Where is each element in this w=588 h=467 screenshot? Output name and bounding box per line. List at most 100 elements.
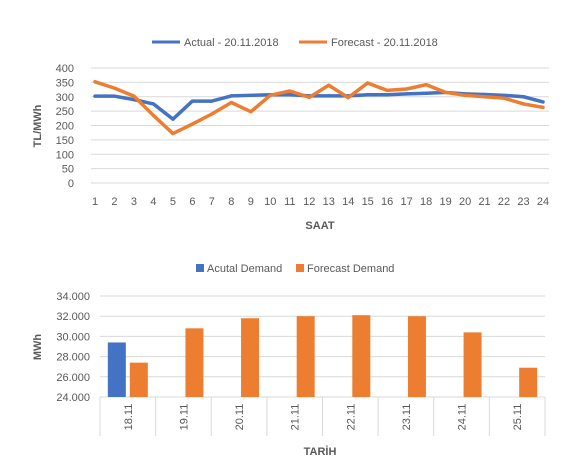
bar [185, 328, 204, 397]
x-tick-label: 19.11 [178, 404, 190, 431]
y-tick-label: 350 [56, 77, 74, 89]
data-point [521, 95, 526, 99]
data-point [327, 83, 331, 87]
x-axis-title: SAAT [305, 220, 334, 232]
bar [129, 362, 148, 397]
data-point [307, 95, 311, 99]
y-axis-title: MWh [32, 334, 44, 361]
data-point [268, 93, 272, 97]
data-point [229, 94, 233, 98]
data-point [249, 93, 253, 97]
x-tick-label: 17 [401, 196, 413, 208]
y-tick-label: 0 [68, 178, 74, 190]
y-tick-label: 28.000 [56, 352, 90, 364]
data-point [502, 96, 506, 100]
data-point [112, 86, 117, 90]
data-point [229, 100, 233, 105]
x-tick-label: 18.11 [123, 404, 135, 431]
y-tick-label: 250 [56, 106, 74, 118]
legend-swatch [296, 264, 304, 272]
data-point [93, 80, 97, 84]
x-tick-label: 1 [92, 196, 98, 208]
data-point [112, 94, 117, 98]
data-point [151, 113, 156, 118]
data-point [288, 89, 292, 93]
bar [463, 332, 482, 397]
data-point [444, 90, 448, 95]
x-tick-label: 16 [381, 196, 393, 208]
data-point [210, 99, 214, 103]
x-tick-label: 23.11 [401, 404, 413, 431]
x-tick-label: 23 [517, 196, 529, 208]
bar [296, 316, 315, 397]
data-point [424, 83, 428, 87]
x-tick-label: 18 [420, 196, 432, 208]
y-tick-label: 100 [56, 149, 74, 161]
x-tick-label: 10 [264, 196, 276, 208]
bar [407, 316, 426, 397]
x-tick-label: 3 [131, 196, 137, 208]
data-point [482, 95, 487, 99]
x-tick-label: 5 [170, 196, 176, 208]
x-tick-label: 8 [228, 196, 234, 208]
x-tick-label: 25.11 [512, 404, 524, 431]
x-tick-label: 21 [478, 196, 490, 208]
x-tick-label: 2 [111, 196, 117, 208]
data-point [93, 94, 97, 98]
data-point [541, 100, 545, 104]
x-tick-label: 21.11 [290, 404, 302, 431]
legend-swatch [196, 264, 204, 272]
x-tick-label: 19 [439, 196, 451, 208]
x-tick-label: 24.11 [457, 404, 469, 431]
data-point [366, 81, 370, 85]
daily-demand-bar-chart: 24.000 26.000 28.000 30.000 32.000 34.000 18.1… [32, 263, 546, 458]
y-tick-label: 34.000 [56, 291, 90, 303]
bar [241, 318, 260, 397]
data-point [366, 93, 370, 97]
data-point [385, 88, 389, 93]
y-tick-label: 32.000 [56, 311, 90, 323]
bar [352, 315, 371, 397]
data-point [132, 94, 136, 98]
x-tick-label: 15 [362, 196, 374, 208]
x-tick-label: 22.11 [345, 404, 357, 431]
y-tick-label: 50 [62, 164, 74, 176]
data-point [541, 105, 545, 109]
data-point [327, 94, 331, 98]
x-tick-label: 7 [209, 196, 215, 208]
y-tick-label: 200 [56, 121, 74, 133]
y-tick-label: 400 [56, 63, 74, 75]
y-tick-label: 24.000 [56, 392, 90, 404]
data-point [171, 117, 175, 121]
data-point [190, 122, 194, 126]
data-point [502, 93, 506, 97]
x-tick-label: 20.11 [234, 404, 246, 431]
data-point [405, 87, 409, 91]
data-point [171, 131, 175, 136]
bar [519, 367, 538, 397]
data-point [463, 93, 467, 97]
data-point [385, 93, 389, 97]
y-tick-label: 150 [56, 135, 74, 147]
x-tick-label: 6 [189, 196, 195, 208]
data-point [249, 110, 253, 114]
series-line [93, 80, 545, 136]
x-tick-label: 11 [284, 196, 295, 208]
y-axis-title: TL/MWh [32, 104, 44, 147]
x-tick-label: 12 [303, 196, 315, 208]
legend-label: Acutal Demand [207, 263, 282, 275]
y-tick-label: 26.000 [56, 372, 90, 384]
data-point [424, 91, 428, 95]
legend-label: Forecast - 20.11.2018 [331, 37, 438, 49]
data-point [405, 92, 409, 96]
x-tick-label: 13 [323, 196, 335, 208]
bar [107, 342, 126, 397]
x-tick-label: 9 [248, 196, 254, 208]
x-axis-title: TARİH [304, 445, 337, 458]
legend-label: Actual - 20.11.2018 [184, 37, 279, 49]
x-tick-label: 20 [459, 196, 471, 208]
data-point [151, 102, 156, 106]
